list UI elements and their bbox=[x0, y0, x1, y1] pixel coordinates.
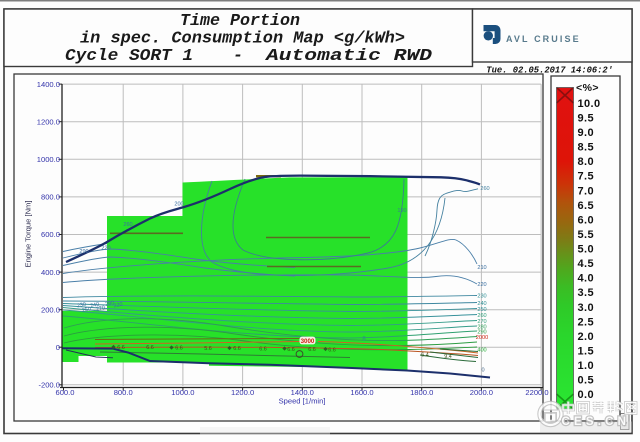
svg-text:6.6: 6.6 bbox=[146, 345, 154, 351]
svg-text:0.5: 0.5 bbox=[578, 375, 595, 387]
svg-text:290: 290 bbox=[477, 330, 486, 336]
svg-text:260: 260 bbox=[477, 313, 486, 319]
svg-text:7.0: 7.0 bbox=[578, 185, 595, 197]
svg-text:Engine Torque [Nm]: Engine Torque [Nm] bbox=[24, 201, 33, 268]
svg-text:Automatic RWD: Automatic RWD bbox=[265, 46, 432, 65]
svg-text:Time Portion: Time Portion bbox=[180, 11, 300, 30]
svg-text:1400.0: 1400.0 bbox=[37, 80, 60, 89]
svg-text:270: 270 bbox=[96, 305, 106, 313]
svg-text:220: 220 bbox=[477, 282, 486, 288]
svg-text:-200.0: -200.0 bbox=[38, 381, 60, 390]
svg-text:0: 0 bbox=[56, 343, 60, 352]
svg-text:800.0: 800.0 bbox=[114, 388, 133, 397]
svg-text:220: 220 bbox=[101, 246, 110, 252]
svg-text:8.0: 8.0 bbox=[578, 156, 595, 168]
svg-text:3.0: 3.0 bbox=[578, 302, 595, 314]
svg-text:<%>: <%> bbox=[576, 82, 599, 94]
svg-text:Tue. 02.05.2017 14:06:2': Tue. 02.05.2017 14:06:2' bbox=[486, 66, 613, 76]
svg-text:210: 210 bbox=[477, 265, 486, 271]
svg-text:6.6: 6.6 bbox=[233, 346, 241, 352]
svg-text:CES.CN: CES.CN bbox=[562, 416, 631, 428]
svg-text:1000.0: 1000.0 bbox=[171, 388, 194, 397]
svg-text:290: 290 bbox=[79, 249, 88, 255]
svg-text:8.5: 8.5 bbox=[578, 142, 595, 154]
svg-text:1200.0: 1200.0 bbox=[37, 117, 60, 126]
svg-text:3.5: 3.5 bbox=[578, 287, 595, 299]
svg-text:7.5: 7.5 bbox=[578, 171, 595, 183]
svg-text:200: 200 bbox=[174, 202, 183, 208]
svg-text:260: 260 bbox=[480, 186, 489, 192]
svg-text:2000.0: 2000.0 bbox=[470, 388, 493, 397]
svg-text:2000: 2000 bbox=[476, 335, 488, 341]
svg-text:6.0: 6.0 bbox=[578, 214, 595, 226]
svg-text:8: 8 bbox=[362, 337, 366, 343]
svg-text:9.0: 9.0 bbox=[578, 127, 595, 139]
svg-text:2200.0: 2200.0 bbox=[525, 388, 548, 397]
svg-text:1.5: 1.5 bbox=[578, 345, 595, 357]
svg-text:-: - bbox=[233, 46, 243, 65]
svg-text:5.0: 5.0 bbox=[578, 244, 595, 256]
svg-text:240: 240 bbox=[477, 301, 486, 307]
svg-text:6.6: 6.6 bbox=[175, 346, 183, 352]
svg-text:250: 250 bbox=[477, 307, 486, 313]
svg-text:220: 220 bbox=[113, 302, 123, 310]
svg-text:1200.0: 1200.0 bbox=[231, 388, 254, 397]
svg-text:2.5: 2.5 bbox=[578, 316, 595, 328]
svg-text:1.0: 1.0 bbox=[578, 360, 595, 372]
svg-text:200.0: 200.0 bbox=[41, 305, 60, 314]
svg-text:280: 280 bbox=[477, 325, 486, 331]
svg-text:10.0: 10.0 bbox=[578, 98, 601, 110]
svg-text:Cycle SORT 1: Cycle SORT 1 bbox=[65, 46, 193, 65]
svg-text:230: 230 bbox=[77, 302, 87, 310]
svg-text:1400.0: 1400.0 bbox=[291, 388, 314, 397]
svg-text:1600.0: 1600.0 bbox=[350, 388, 373, 397]
svg-text:6.5: 6.5 bbox=[578, 200, 595, 212]
svg-text:6.6: 6.6 bbox=[328, 348, 336, 354]
svg-text:Speed [1/min]: Speed [1/min] bbox=[279, 397, 326, 406]
svg-text:AVL CRUISE: AVL CRUISE bbox=[506, 34, 581, 44]
svg-text:4.0: 4.0 bbox=[578, 273, 595, 285]
svg-text:600.0: 600.0 bbox=[41, 230, 60, 239]
svg-text:280: 280 bbox=[105, 300, 115, 308]
svg-text:270: 270 bbox=[477, 319, 486, 325]
svg-text:6.6: 6.6 bbox=[117, 345, 125, 351]
svg-text:230: 230 bbox=[477, 294, 486, 300]
svg-text:190: 190 bbox=[397, 208, 406, 214]
svg-text:2.0: 2.0 bbox=[578, 331, 595, 343]
svg-text:6.4: 6.4 bbox=[421, 353, 429, 359]
svg-text:3000: 3000 bbox=[301, 338, 315, 345]
svg-text:4.5: 4.5 bbox=[578, 258, 595, 270]
svg-text:0: 0 bbox=[481, 368, 484, 374]
svg-text:5.5: 5.5 bbox=[578, 229, 595, 241]
svg-text:240: 240 bbox=[90, 302, 100, 310]
svg-text:in spec. Consumption Map <g/kW: in spec. Consumption Map <g/kWh> bbox=[80, 29, 405, 48]
svg-text:1800.0: 1800.0 bbox=[410, 388, 433, 397]
svg-text:5.6: 5.6 bbox=[204, 346, 212, 352]
svg-text:0.0: 0.0 bbox=[578, 389, 595, 401]
svg-text:600.0: 600.0 bbox=[55, 388, 74, 397]
svg-text:6.6: 6.6 bbox=[308, 347, 316, 353]
svg-text:9.5: 9.5 bbox=[578, 113, 595, 125]
svg-text:260: 260 bbox=[123, 222, 132, 228]
svg-text:6.6: 6.6 bbox=[259, 347, 267, 353]
svg-text:250: 250 bbox=[82, 306, 92, 314]
svg-text:CES.CN: CES.CN bbox=[562, 416, 631, 428]
svg-text:800.0: 800.0 bbox=[41, 193, 60, 202]
svg-text:400: 400 bbox=[477, 348, 486, 354]
svg-text:1000.0: 1000.0 bbox=[37, 155, 60, 164]
svg-text:6.6: 6.6 bbox=[287, 347, 295, 353]
svg-text:400.0: 400.0 bbox=[41, 268, 60, 277]
svg-text:9.4: 9.4 bbox=[444, 354, 452, 360]
